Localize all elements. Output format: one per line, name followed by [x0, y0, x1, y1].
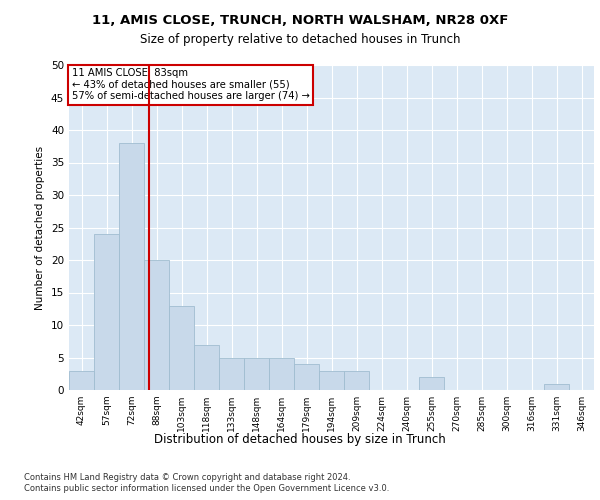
- Text: Distribution of detached houses by size in Trunch: Distribution of detached houses by size …: [154, 432, 446, 446]
- Bar: [419, 377, 444, 390]
- Bar: [94, 234, 119, 390]
- Bar: [144, 260, 169, 390]
- Bar: [269, 358, 294, 390]
- Text: 11 AMIS CLOSE: 83sqm
← 43% of detached houses are smaller (55)
57% of semi-detac: 11 AMIS CLOSE: 83sqm ← 43% of detached h…: [71, 68, 310, 102]
- Bar: [69, 370, 94, 390]
- Bar: [319, 370, 344, 390]
- Bar: [294, 364, 319, 390]
- Bar: [119, 143, 144, 390]
- Bar: [169, 306, 194, 390]
- Bar: [344, 370, 369, 390]
- Bar: [544, 384, 569, 390]
- Bar: [244, 358, 269, 390]
- Y-axis label: Number of detached properties: Number of detached properties: [35, 146, 46, 310]
- Bar: [194, 344, 219, 390]
- Text: Contains public sector information licensed under the Open Government Licence v3: Contains public sector information licen…: [24, 484, 389, 493]
- Text: Contains HM Land Registry data © Crown copyright and database right 2024.: Contains HM Land Registry data © Crown c…: [24, 472, 350, 482]
- Text: 11, AMIS CLOSE, TRUNCH, NORTH WALSHAM, NR28 0XF: 11, AMIS CLOSE, TRUNCH, NORTH WALSHAM, N…: [92, 14, 508, 27]
- Text: Size of property relative to detached houses in Trunch: Size of property relative to detached ho…: [140, 32, 460, 46]
- Bar: [219, 358, 244, 390]
